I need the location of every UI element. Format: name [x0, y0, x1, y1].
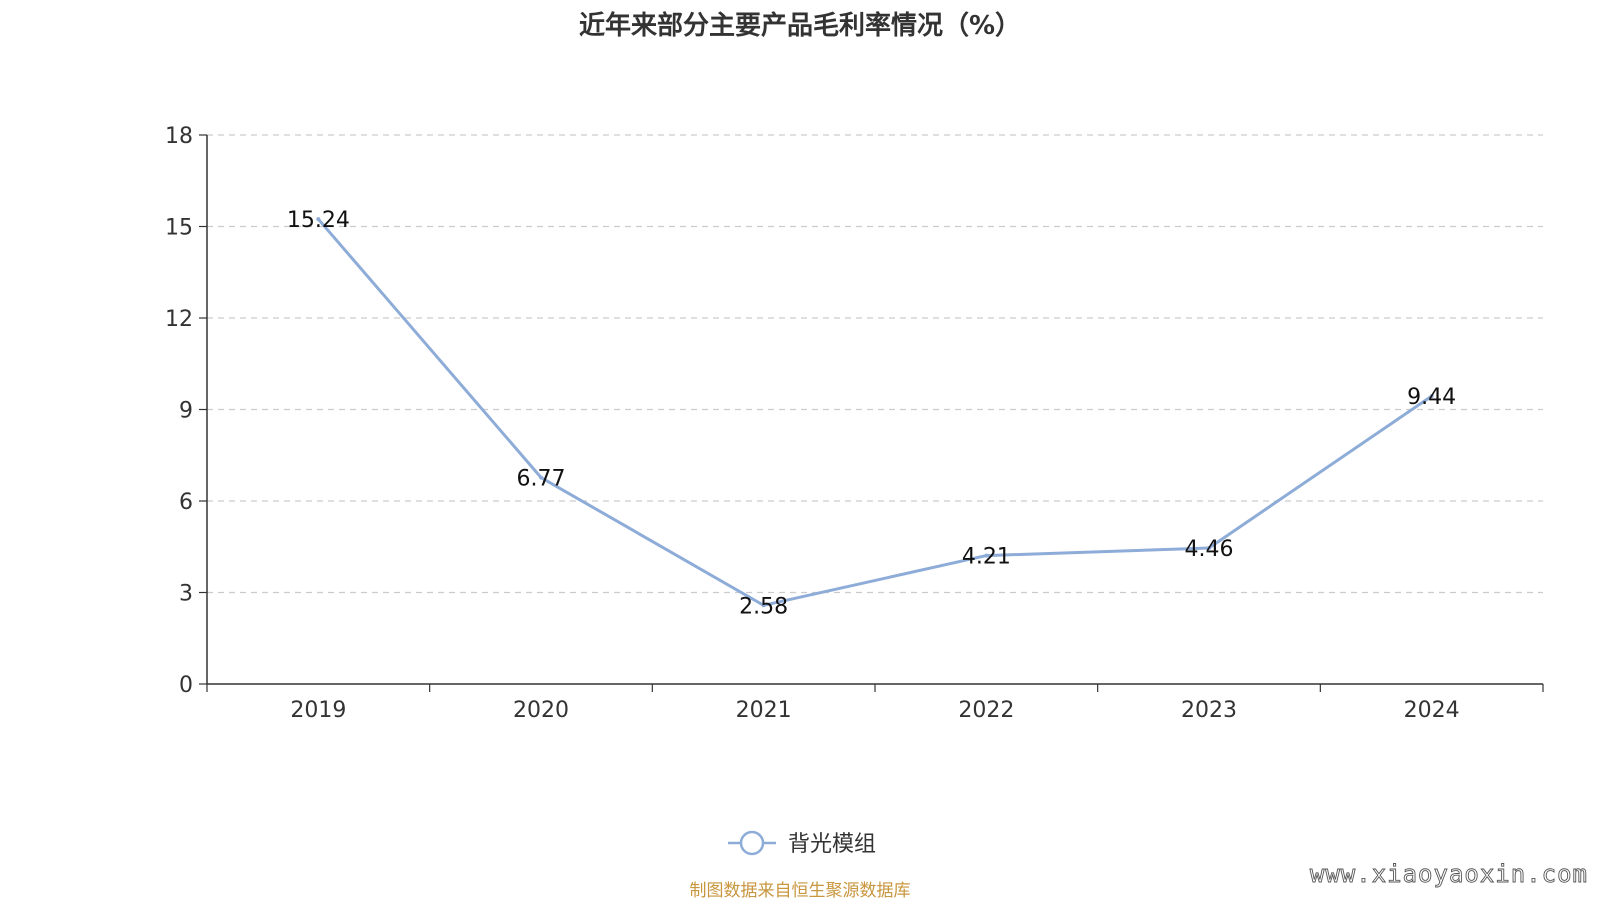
data-point — [316, 217, 321, 222]
x-tick-label: 2022 — [958, 698, 1014, 723]
data-point — [1207, 545, 1211, 550]
y-tick-label: 15 — [165, 216, 193, 241]
legend-circle-icon — [739, 830, 765, 856]
data-label: 9.44 — [1407, 385, 1456, 410]
watermark: www.xiaoyaoxin.com — [1310, 860, 1588, 888]
grid-layer — [207, 134, 1543, 594]
data-label: 6.77 — [517, 467, 566, 492]
legend[interactable]: 背光模组 — [728, 830, 876, 857]
series-layer — [316, 217, 1434, 608]
y-tick-label: 3 — [179, 582, 193, 607]
y-tick-label: 9 — [179, 399, 193, 424]
data-point — [539, 475, 543, 480]
y-tick-label: 12 — [165, 307, 193, 332]
x-tick-label: 2023 — [1181, 698, 1237, 723]
series-line — [316, 217, 1434, 607]
data-point — [1429, 394, 1434, 399]
data-label: 2.58 — [739, 594, 788, 619]
data-point — [984, 553, 989, 558]
x-tick-label: 2021 — [736, 698, 792, 723]
data-label-layer: 15.24 6.77 2.58 4.21 4.46 9.44 — [287, 208, 1456, 619]
data-label: 4.46 — [1185, 537, 1234, 562]
chart-title: 近年来部分主要产品毛利率情况（%） — [579, 10, 1021, 41]
y-tick-label: 6 — [179, 490, 193, 515]
y-tick-label: 0 — [179, 673, 193, 698]
data-label: 4.21 — [962, 545, 1011, 570]
x-tick-label: 2019 — [290, 698, 346, 723]
y-tick-label: 18 — [165, 124, 193, 149]
data-label: 15.24 — [287, 208, 350, 233]
x-tick-label: 2020 — [513, 698, 569, 723]
x-tick-label: 2024 — [1404, 698, 1460, 723]
axis-layer: 0 3 6 9 12 15 18 2019 2020 2021 2022 2023 2024 — [165, 124, 1544, 723]
legend-label: 背光模组 — [788, 832, 876, 857]
source-note: 制图数据来自恒生聚源数据库 — [690, 881, 911, 900]
data-point — [761, 603, 766, 608]
